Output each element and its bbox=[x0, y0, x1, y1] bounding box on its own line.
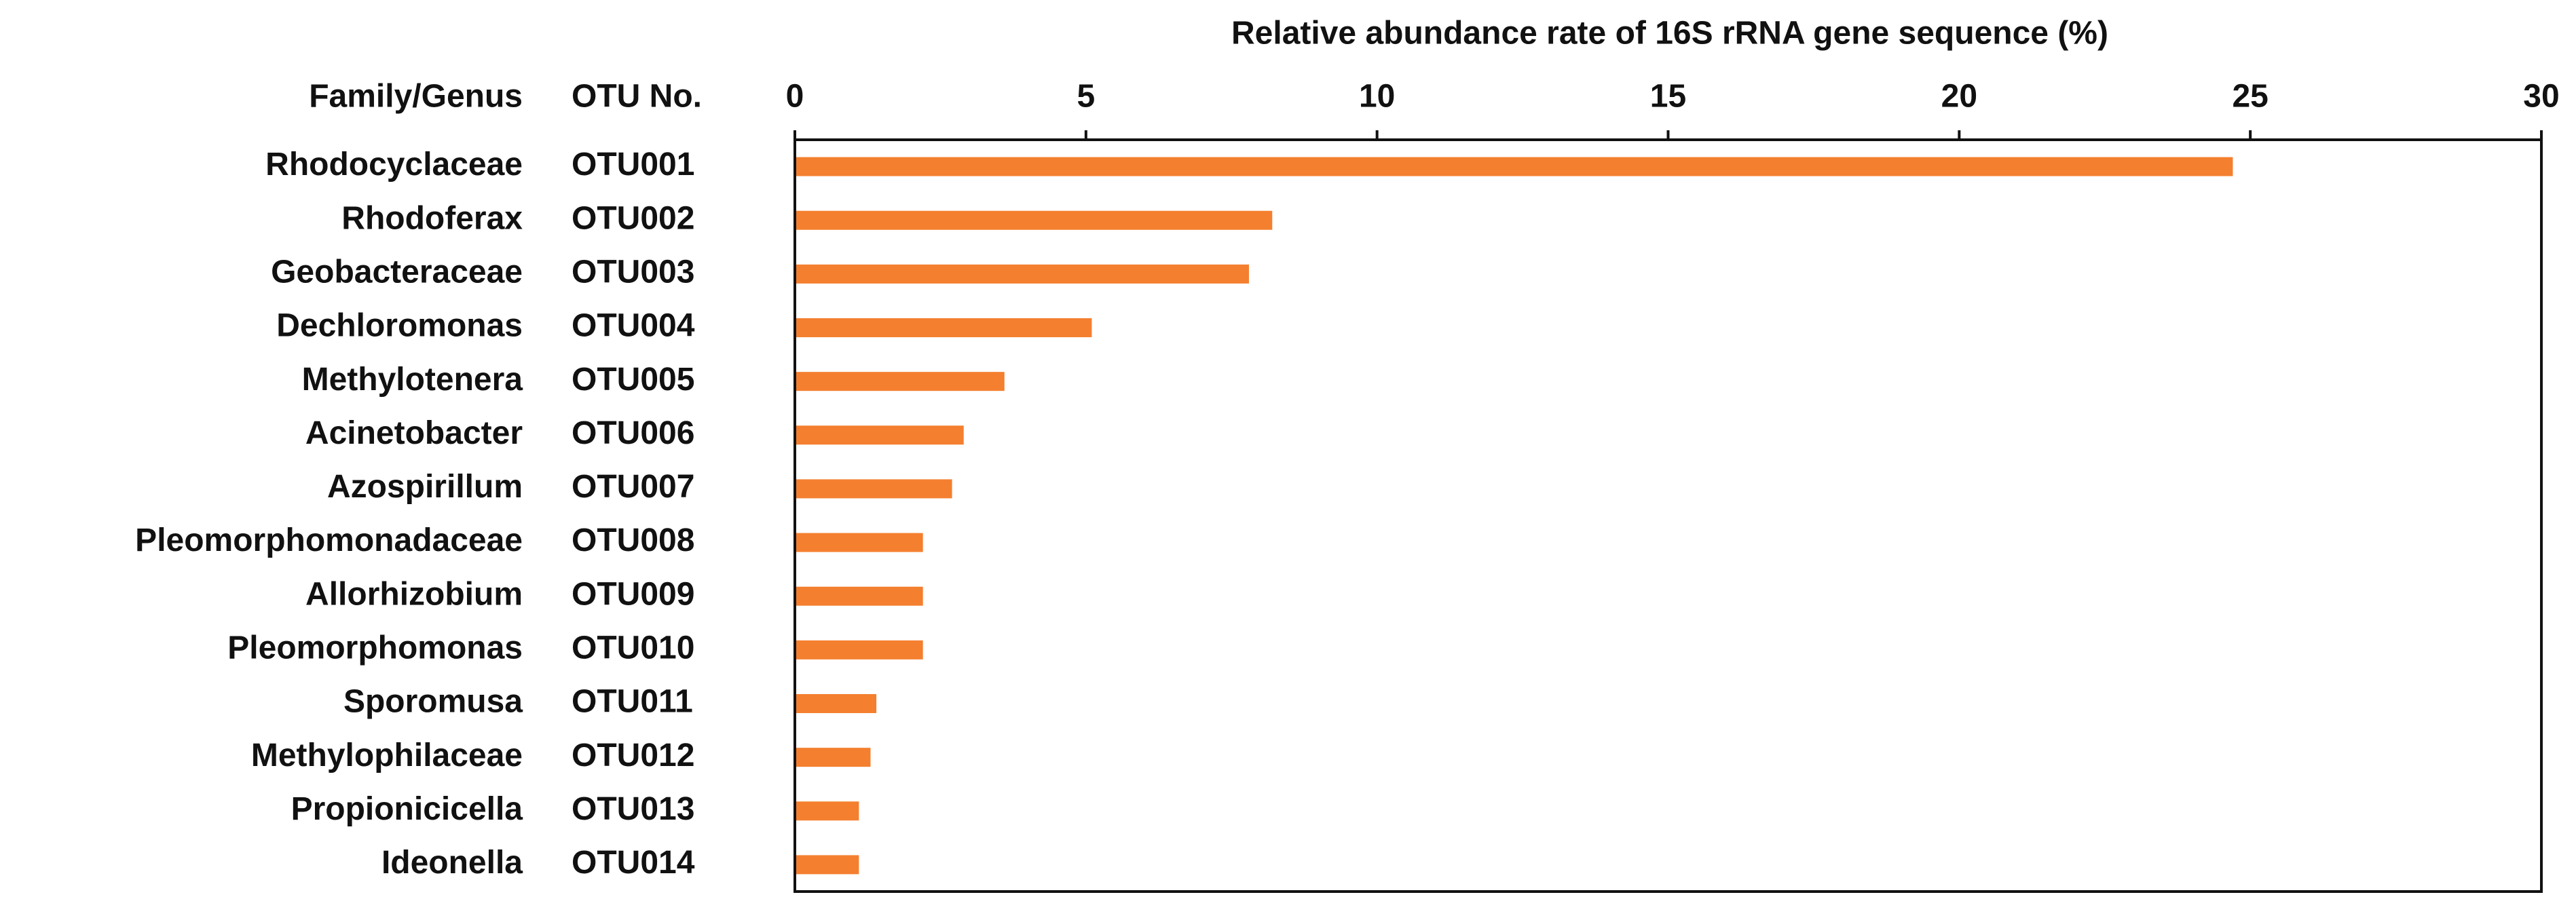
x-tick-label: 25 bbox=[2232, 79, 2268, 115]
column-header: Family/Genus bbox=[309, 79, 523, 115]
x-axis-title: Relative abundance rate of 16S rRNA gene… bbox=[1231, 16, 2108, 52]
otu-label: OTU008 bbox=[572, 522, 694, 558]
category-label: Propionicicella bbox=[291, 791, 523, 827]
category-label: Allorhizobium bbox=[305, 576, 523, 612]
bar bbox=[795, 425, 964, 445]
x-tick-label: 30 bbox=[2523, 79, 2559, 115]
bar bbox=[795, 372, 1005, 391]
category-label: Dechloromonas bbox=[276, 308, 523, 344]
otu-label: OTU003 bbox=[572, 254, 694, 290]
category-label: Rhodoferax bbox=[341, 200, 523, 236]
bar bbox=[795, 694, 877, 713]
category-label: Geobacteraceae bbox=[271, 254, 523, 290]
category-label: Methylophilaceae bbox=[251, 738, 523, 773]
otu-label: OTU007 bbox=[572, 469, 694, 505]
otu-label: OTU009 bbox=[572, 576, 694, 612]
otu-label: OTU002 bbox=[572, 200, 694, 236]
column-header: OTU No. bbox=[572, 79, 702, 115]
category-label: Acinetobacter bbox=[305, 415, 523, 451]
bar bbox=[795, 748, 871, 767]
category-label: Sporomusa bbox=[343, 684, 523, 720]
otu-label: OTU005 bbox=[572, 362, 694, 398]
bar bbox=[795, 264, 1249, 284]
x-tick-label: 15 bbox=[1650, 79, 1686, 115]
x-tick-label: 5 bbox=[1077, 79, 1095, 115]
bar bbox=[795, 586, 923, 606]
otu-label: OTU006 bbox=[572, 415, 694, 451]
category-label: Pleomorphomonas bbox=[227, 630, 523, 666]
bar bbox=[795, 855, 859, 875]
category-label: Ideonella bbox=[381, 845, 523, 881]
bar bbox=[795, 479, 952, 499]
x-tick-label: 20 bbox=[1941, 79, 1977, 115]
otu-label: OTU013 bbox=[572, 791, 694, 827]
category-label: Azospirillum bbox=[327, 469, 523, 505]
otu-label: OTU011 bbox=[572, 684, 693, 720]
plot-frame bbox=[794, 138, 2543, 893]
otu-label: OTU004 bbox=[572, 308, 695, 344]
otu-label: OTU010 bbox=[572, 630, 694, 666]
category-label: Rhodocyclaceae bbox=[265, 147, 523, 183]
bar bbox=[795, 533, 923, 552]
category-label: Methylotenera bbox=[302, 362, 523, 398]
x-tick-label: 0 bbox=[786, 79, 804, 115]
otu-label: OTU001 bbox=[572, 147, 694, 183]
bar bbox=[795, 640, 923, 659]
otu-label: OTU014 bbox=[572, 845, 695, 881]
x-tick-label: 10 bbox=[1359, 79, 1395, 115]
bar bbox=[795, 318, 1092, 337]
bar bbox=[795, 801, 859, 821]
otu-label: OTU012 bbox=[572, 738, 694, 773]
bar bbox=[795, 210, 1273, 230]
category-label: Pleomorphomonadaceae bbox=[135, 522, 523, 558]
bar bbox=[795, 157, 2233, 176]
